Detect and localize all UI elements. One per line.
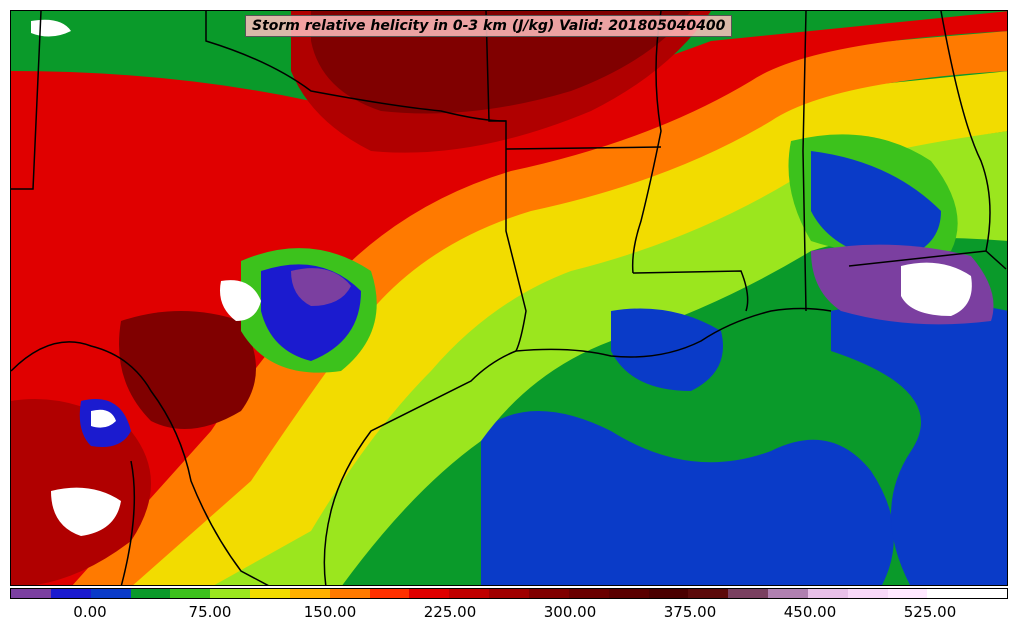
colorbar-swatch [130, 589, 171, 598]
map-panel [10, 10, 1008, 586]
louisiana-north [632, 270, 749, 312]
colorbar-swatch [289, 589, 330, 598]
gulf-low-helicity-region [481, 411, 894, 585]
arkansas-west-border [485, 11, 527, 352]
alabama-east-border [940, 11, 991, 252]
tick-label-225: 225.00 [423, 603, 477, 621]
arkansas-south-border [505, 146, 662, 150]
colorbar-swatch [449, 589, 490, 598]
colorbar-swatch [807, 589, 848, 598]
political-boundaries [11, 11, 1007, 585]
louisiana-coast [515, 307, 832, 358]
tick-label-75: 75.00 [188, 603, 232, 621]
gulf-blue-east [831, 301, 1007, 585]
colorbar-swatch [11, 589, 51, 598]
tick-label-150: 150.00 [303, 603, 357, 621]
rio-grande [11, 341, 269, 585]
blue-patch-delta [611, 308, 723, 391]
purple-patch-central [291, 268, 351, 306]
colorbar-swatch [250, 589, 290, 598]
red-band [11, 11, 1007, 585]
colorbar-ticks: 0.00 75.00 150.00 225.00 300.00 375.00 4… [10, 601, 1008, 627]
colorbar-swatch [210, 589, 251, 598]
colorbar-swatch [847, 589, 888, 598]
colorbar-swatch [50, 589, 91, 598]
colorbar-swatch [568, 589, 609, 598]
colorbar-swatch [528, 589, 569, 598]
tick-label-525: 525.00 [903, 603, 957, 621]
colorbar-swatch [329, 589, 370, 598]
colorbar-swatch [369, 589, 410, 598]
colorbar-swatch [608, 589, 649, 598]
colorbar-swatch [688, 589, 729, 598]
colorbar [10, 588, 1008, 599]
colorbar-swatch [648, 589, 689, 598]
tick-label-375: 375.00 [663, 603, 717, 621]
mississippi-alabama-border [802, 11, 807, 312]
white-patch-southwest [51, 487, 121, 536]
texas-oklahoma-border [205, 11, 507, 122]
tick-label-450: 450.00 [783, 603, 837, 621]
map-title: Storm relative helicity in 0-3 km (J/kg)… [245, 15, 733, 37]
maroon-west-core [119, 311, 256, 429]
colorbar-swatch [927, 589, 968, 598]
texas-gulf-coast [323, 350, 517, 585]
colorbar-swatch [728, 589, 769, 598]
mexico-border [120, 460, 136, 585]
white-patch-west [220, 280, 261, 321]
colorbar-swatch [489, 589, 529, 598]
white-spot-west [91, 409, 116, 428]
colorbar-swatch [887, 589, 928, 598]
colorbar-swatch [967, 589, 1008, 598]
colorbar-swatch [90, 589, 131, 598]
oklahoma-panhandle-border [11, 11, 42, 190]
colorbar-swatch [768, 589, 808, 598]
tick-label-0: 0.00 [73, 603, 107, 621]
blue-patch-east [811, 151, 941, 261]
colorbar-swatch [170, 589, 211, 598]
mississippi-river [631, 11, 662, 274]
colorbar-swatch [409, 589, 450, 598]
helicity-map [11, 11, 1007, 585]
white-patch-east [901, 262, 972, 316]
tick-label-300: 300.00 [543, 603, 597, 621]
